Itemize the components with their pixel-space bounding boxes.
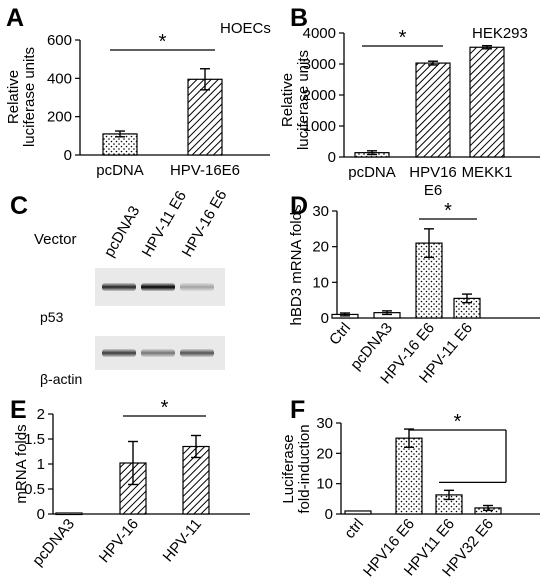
blot-band (180, 283, 214, 291)
y-tick-label: 10 (316, 476, 333, 493)
y-tick-label: 2000 (303, 87, 336, 104)
band-label-p53: p53 (40, 309, 64, 325)
x-tick-label: pcDNA (348, 164, 396, 181)
y-tick-label: 0.5 (24, 481, 45, 498)
y-axis-label-line: Luciferase (280, 434, 297, 503)
blot-band (102, 283, 136, 291)
y-axis-label: mRNA folds (13, 424, 30, 503)
y-tick-label: 0 (37, 506, 45, 523)
blot-band (102, 349, 136, 357)
bar (415, 62, 451, 158)
western-blot: Vector pcDNA3 HPV-11 E6 HPV-16 E6 p53 β-… (34, 187, 231, 387)
y-axis-label: Luciferasefold-induction (280, 424, 313, 513)
x-tick-label: HPV16 E6 (409, 164, 457, 199)
y-tick-label: 0 (64, 147, 72, 164)
chart-a: 0 200 400 600 Relativeluciferase units HOECs p… (5, 20, 271, 179)
y-tick-label: 10 (312, 274, 329, 291)
significance-star: * (444, 200, 452, 222)
x-tick-label-line: HPV16 (409, 164, 457, 181)
y-tick-label: 2 (37, 406, 45, 423)
blot-lane-label: pcDNA3 (101, 203, 144, 260)
significance-star: * (159, 31, 167, 53)
y-axis-label: Relativeluciferase units (5, 47, 38, 147)
x-tick-label: HPV-16 (96, 516, 142, 567)
y-tick-label: 1.5 (24, 431, 45, 448)
x-tick-label: Ctrl (326, 320, 354, 349)
significance-star: * (454, 411, 462, 433)
y-tick-label: 0 (321, 310, 329, 327)
y-tick-label: 0 (328, 149, 336, 166)
bar (344, 510, 372, 515)
y-tick-label: 3000 (303, 56, 336, 73)
y-tick-label: 0 (325, 506, 333, 523)
significance-star: * (161, 397, 169, 419)
blot-band (141, 349, 175, 357)
chart-title: HOECs (220, 20, 271, 37)
y-axis-label-line: Relative (279, 73, 296, 127)
y-axis-label: Relativeluciferase units (279, 50, 312, 150)
x-tick-label: pcDNA (96, 162, 144, 179)
y-tick-label: 600 (47, 32, 72, 49)
x-tick-label: HPV-16E6 (170, 162, 240, 179)
bar (55, 512, 83, 516)
bar (187, 78, 223, 156)
panel-label-d: D (290, 192, 308, 220)
panel-label-e: E (10, 396, 27, 424)
y-tick-label: 30 (316, 415, 333, 432)
chart-b: 0 1000 2000 3000 4000 Relativeluciferase unit… (279, 25, 540, 199)
y-tick-label: 30 (312, 203, 329, 220)
y-axis-label-line: luciferase units (295, 50, 312, 150)
x-tick-label-line: E6 (424, 182, 442, 199)
y-tick-label: 4000 (303, 25, 336, 42)
blot-vector-label: Vector (34, 231, 77, 248)
x-tick-label: HPV-11 (160, 516, 206, 566)
y-tick-label: 400 (47, 70, 72, 87)
band-label-actin: β-actin (40, 371, 82, 387)
bar (469, 46, 505, 158)
x-tick-label: MEKK1 (462, 164, 513, 181)
blot-band (141, 283, 175, 291)
y-tick-label: 20 (312, 239, 329, 256)
y-axis-label: hBD3 mRNA folds (288, 205, 305, 326)
y-tick-label: 20 (316, 445, 333, 462)
x-tick-label: pcDNA3 (29, 516, 78, 570)
blot-band (180, 349, 214, 357)
bar (395, 437, 423, 515)
y-axis-label-line: fold-induction (296, 424, 313, 513)
panel-label-a: A (6, 4, 24, 32)
y-axis-label-line: luciferase units (21, 47, 38, 147)
panel-label-c: C (10, 192, 28, 220)
y-tick-label: 200 (47, 109, 72, 126)
y-tick-label: 1000 (303, 118, 336, 135)
significance-star: * (399, 27, 407, 49)
x-tick-label: ctrl (341, 516, 367, 542)
y-tick-label: 1 (37, 456, 45, 473)
y-axis-label-line: Relative (5, 70, 22, 124)
panel-label-b: B (290, 4, 308, 32)
chart-e: 0 0.5 1 1.5 2 mRNA folds pcDNA3 HPV-16 HPV-11 * (13, 397, 250, 569)
chart-title: HEK293 (472, 25, 528, 42)
chart-f: 0102030Luciferasefold-inductionctrlHPV16… (280, 411, 540, 580)
panel-label-f: F (290, 396, 305, 424)
